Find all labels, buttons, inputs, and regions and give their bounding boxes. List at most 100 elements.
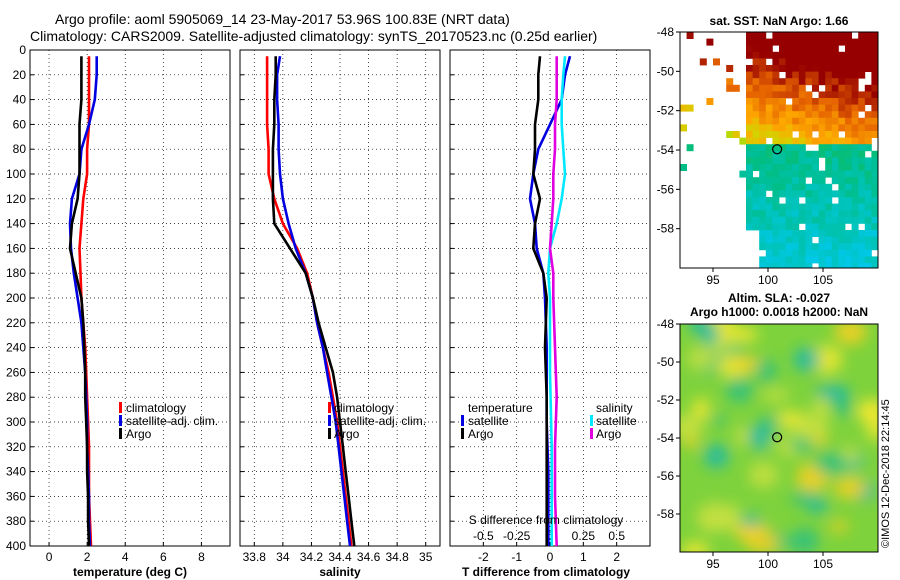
sst-cell xyxy=(798,84,806,92)
sst-cell xyxy=(779,78,786,86)
sst-cell xyxy=(818,150,826,158)
sst-cell xyxy=(812,230,819,237)
sst-cell xyxy=(792,51,800,59)
sst-cell xyxy=(798,78,806,86)
lon-tick-label: 100 xyxy=(758,273,778,287)
sst-cell xyxy=(785,32,793,39)
x-tick-label: -2 xyxy=(478,550,489,564)
sst-cell xyxy=(871,243,878,251)
sst-cell xyxy=(812,177,819,185)
sst-cell xyxy=(752,32,760,39)
depth-tick-labels: 0 20 40 60 80 100 120 140 160 180 200 220 240 260 280 3… xyxy=(6,43,26,553)
sst-cell xyxy=(864,117,872,125)
legend-argo-swatch xyxy=(328,428,331,439)
sst-cell xyxy=(752,190,760,198)
sst-cell xyxy=(746,197,753,204)
sst-cell xyxy=(871,124,878,132)
sst-cell xyxy=(792,230,800,237)
sst-cell xyxy=(772,58,780,66)
sst-cell xyxy=(772,91,780,99)
sst-cell xyxy=(680,124,687,132)
sst-cell xyxy=(759,210,767,218)
sst-cell xyxy=(798,131,806,138)
sst-cell xyxy=(825,203,833,211)
sst-cell xyxy=(818,91,826,99)
sst-cell xyxy=(845,65,852,72)
sst-cell xyxy=(851,177,859,185)
sst-cell xyxy=(818,183,826,191)
lat-tick-label: -52 xyxy=(657,393,675,407)
sst-cell xyxy=(798,164,806,171)
sla-anomaly-blob xyxy=(748,462,779,488)
sst-cell xyxy=(831,164,839,171)
sst-cell xyxy=(871,164,878,171)
sst-cell xyxy=(779,91,786,99)
sst-cell xyxy=(792,71,800,79)
sst-cell xyxy=(858,65,866,72)
sst-cell xyxy=(746,91,753,99)
sst-cell xyxy=(805,32,813,39)
sst-cell xyxy=(785,84,793,92)
sst-cell xyxy=(739,137,747,145)
sst-cell xyxy=(746,157,753,165)
sst-cell xyxy=(785,131,793,138)
sst-cell xyxy=(838,124,846,132)
x-tick-label: 4 xyxy=(122,550,129,564)
sla-anomaly-blob xyxy=(712,414,727,426)
sst-cell xyxy=(805,131,813,138)
sla-map-title-1: Altim. SLA: -0.027 xyxy=(728,291,830,305)
y-tick-label: 100 xyxy=(6,167,26,181)
sla-anomaly-blob xyxy=(856,399,878,424)
sst-cell xyxy=(792,38,800,46)
sst-cell xyxy=(759,183,767,191)
sst-cell xyxy=(759,124,767,132)
sst-map-lat-labels: -48 -50 -52 -54 -56 -58 xyxy=(657,25,680,236)
sla-anomaly-blob xyxy=(687,345,716,371)
lon-tick-label: 95 xyxy=(706,557,720,571)
sst-cell xyxy=(805,197,813,204)
sst-cell xyxy=(812,124,819,132)
s-tick-label: 0 xyxy=(547,529,554,543)
sst-cell xyxy=(851,263,859,268)
sst-cell xyxy=(772,137,780,145)
sst-cell xyxy=(812,71,819,79)
sst-cell xyxy=(798,210,806,218)
sst-cell xyxy=(746,216,753,224)
legend-climatology-swatch xyxy=(119,402,122,413)
sst-cell xyxy=(838,249,846,257)
sst-cell xyxy=(706,38,714,46)
sst-cell xyxy=(752,91,760,99)
x-tick-label: 35 xyxy=(419,550,433,564)
sst-cell xyxy=(871,230,878,237)
sst-cell xyxy=(772,230,780,237)
sla-anomaly-blob xyxy=(814,384,851,399)
sst-cell xyxy=(759,170,767,178)
sst-cell xyxy=(779,104,786,112)
sst-cell xyxy=(864,32,872,39)
sst-cell xyxy=(746,164,753,171)
sst-cell xyxy=(845,249,852,257)
sst-cell xyxy=(825,230,833,237)
sla-anomaly-blob xyxy=(748,422,771,451)
sst-cell xyxy=(851,164,859,171)
sst-cell xyxy=(765,51,773,59)
sst-cell xyxy=(785,190,793,198)
sst-cell xyxy=(838,51,846,59)
sst-cell xyxy=(805,243,813,251)
lon-tick-label: 105 xyxy=(813,557,833,571)
lat-tick-label: -50 xyxy=(657,355,675,369)
sst-cell xyxy=(759,203,767,211)
sst-cell xyxy=(871,45,878,53)
sst-cell xyxy=(752,98,760,105)
sst-cell xyxy=(713,58,720,66)
sst-cell xyxy=(851,117,859,125)
sst-cell xyxy=(864,249,872,257)
sst-cell xyxy=(772,65,780,72)
sst-cell xyxy=(812,256,819,264)
sst-cell xyxy=(812,104,819,112)
sla-anomaly-blob xyxy=(728,326,759,343)
sla-anomaly-blob xyxy=(734,522,769,534)
sst-cell xyxy=(825,210,833,218)
sst-cell xyxy=(759,236,767,244)
sst-cell xyxy=(680,164,687,171)
